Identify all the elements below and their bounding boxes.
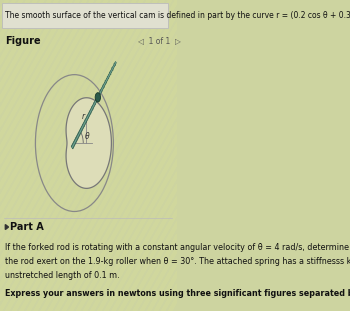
Polygon shape xyxy=(5,225,8,230)
Text: $\theta$: $\theta$ xyxy=(84,130,91,141)
Text: ◁  1 of 1  ▷: ◁ 1 of 1 ▷ xyxy=(138,36,181,45)
Text: Express your answers in newtons using three significant figures separated by a c: Express your answers in newtons using th… xyxy=(5,289,350,298)
Polygon shape xyxy=(71,62,116,149)
Text: r: r xyxy=(82,112,85,121)
Text: unstretched length of 0.1 m.: unstretched length of 0.1 m. xyxy=(5,271,120,280)
Polygon shape xyxy=(66,98,111,188)
Text: The smooth surface of the vertical cam is defined in part by the curve r = (0.2 : The smooth surface of the vertical cam i… xyxy=(5,11,350,20)
Text: Figure: Figure xyxy=(5,36,41,46)
Text: the rod exert on the 1.9-kg roller when θ = 30°. The attached spring has a stiff: the rod exert on the 1.9-kg roller when … xyxy=(5,257,350,266)
FancyBboxPatch shape xyxy=(2,3,168,28)
Circle shape xyxy=(95,93,100,102)
Text: If the forked rod is rotating with a constant angular velocity of θ̇ = 4 rad/s, : If the forked rod is rotating with a con… xyxy=(5,243,350,252)
Text: Part A: Part A xyxy=(10,222,43,232)
